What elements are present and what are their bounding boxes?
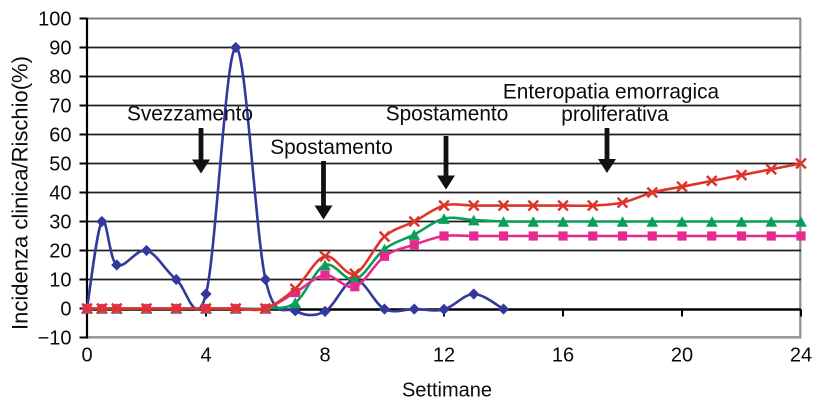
- svg-text:70: 70: [49, 96, 71, 118]
- svg-text:16: 16: [552, 345, 574, 367]
- svg-text:Incidenza clinica/Rischio(%): Incidenza clinica/Rischio(%): [8, 56, 33, 330]
- svg-text:Enteropatia emorragica: Enteropatia emorragica: [503, 81, 720, 104]
- svg-text:0: 0: [81, 345, 92, 367]
- svg-text:10: 10: [49, 270, 71, 292]
- svg-text:40: 40: [49, 183, 71, 205]
- svg-text:Spostamento: Spostamento: [270, 136, 393, 159]
- svg-text:−10: −10: [38, 328, 72, 350]
- svg-text:80: 80: [49, 67, 71, 89]
- svg-text:0: 0: [60, 299, 71, 321]
- svg-text:Settimane: Settimane: [402, 380, 492, 402]
- svg-text:30: 30: [49, 212, 71, 234]
- svg-text:8: 8: [319, 345, 330, 367]
- svg-text:12: 12: [433, 345, 455, 367]
- svg-text:20: 20: [49, 241, 71, 263]
- svg-text:90: 90: [49, 38, 71, 60]
- svg-text:24: 24: [790, 345, 812, 367]
- svg-text:Spostamento: Spostamento: [386, 103, 509, 126]
- svg-text:20: 20: [671, 345, 693, 367]
- svg-text:100: 100: [38, 9, 71, 31]
- svg-text:50: 50: [49, 154, 71, 176]
- svg-text:Svezzamento: Svezzamento: [127, 102, 253, 125]
- svg-text:4: 4: [200, 345, 211, 367]
- svg-text:60: 60: [49, 125, 71, 147]
- svg-text:proliferativa: proliferativa: [561, 103, 669, 126]
